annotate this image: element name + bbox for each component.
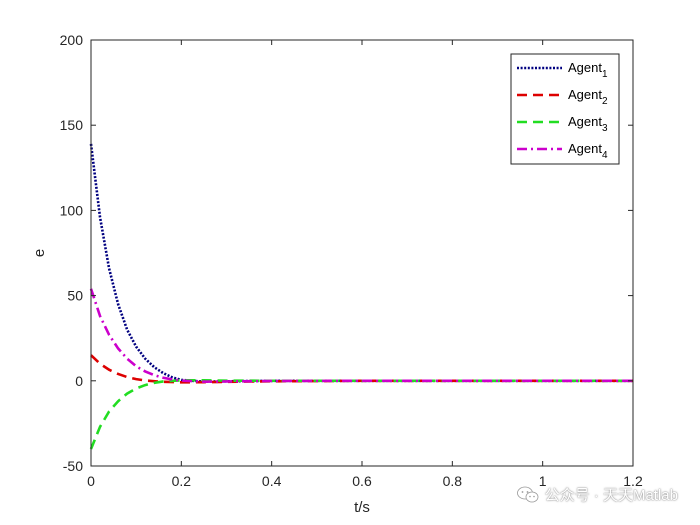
y-tick-label: 200 (60, 32, 84, 48)
y-tick-label: 50 (67, 288, 83, 304)
x-tick-label: 1 (539, 473, 547, 489)
y-tick-label: 0 (75, 373, 83, 389)
series-line-agent-3 (89, 378, 633, 450)
x-axis-label: t/s (354, 499, 370, 516)
series-layer (89, 143, 633, 450)
x-tick-label: 0.2 (172, 473, 192, 489)
x-tick-label: 0.6 (352, 473, 372, 489)
legend: Agent1 Agent2 Agent3 Agent4 (510, 53, 620, 165)
x-tick-label: 0.8 (443, 473, 463, 489)
legend-box (510, 53, 620, 165)
legend-label-agent-2: Agent2 (568, 87, 608, 107)
x-tick-label: 0.4 (262, 473, 282, 489)
legend-label-agent-3: Agent3 (568, 114, 608, 134)
y-tick-label: 150 (60, 117, 84, 133)
x-tick-label: 0 (87, 473, 95, 489)
series-line-agent-4 (89, 288, 633, 383)
watermark: 公众号 · 天天Matlab (516, 484, 678, 505)
legend-label-agent-1: Agent1 (568, 60, 608, 80)
wechat-icon (516, 486, 539, 502)
x-tick-label: 1.2 (623, 473, 643, 489)
y-tick-label: -50 (63, 458, 83, 474)
legend-label-agent-4: Agent4 (568, 141, 608, 161)
y-axis-label: e (31, 249, 48, 257)
y-tick-label: 100 (60, 202, 84, 218)
watermark-text: 公众号 · 天天Matlab (544, 487, 678, 504)
